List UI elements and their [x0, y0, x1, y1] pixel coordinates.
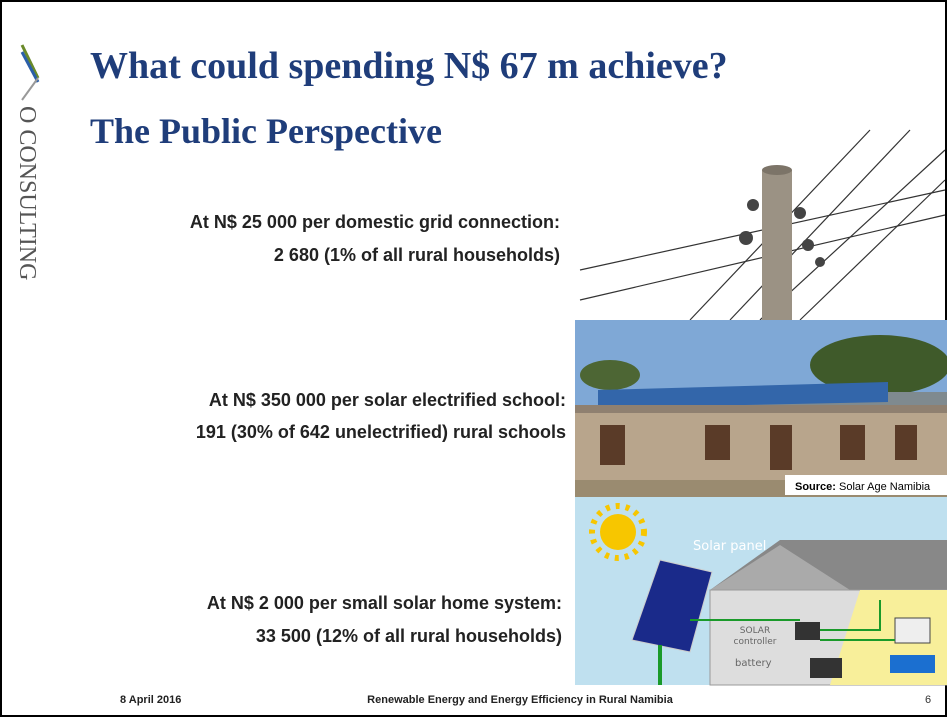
logo-text: O CONSULTING [14, 106, 40, 280]
solar-diagram: Solar panel SOLAR controller battery [575, 497, 947, 686]
item-line: At N$ 350 000 per solar electrified scho… [209, 390, 566, 410]
item-line: 2 680 (1% of all rural households) [274, 245, 560, 265]
item-line: At N$ 25 000 per domestic grid connectio… [190, 212, 560, 232]
title: What could spending N$ 67 m achieve? [90, 45, 728, 87]
item-line: 191 (30% of 642 unelectrified) rural sch… [196, 422, 566, 442]
diagram-label: battery [735, 658, 772, 669]
item-line: At N$ 2 000 per small solar home system: [207, 593, 562, 613]
school-image: Source: Solar Age Namibia [575, 320, 947, 497]
subtitle: The Public Perspective [90, 111, 442, 151]
logo: O CONSULTING [14, 44, 40, 280]
diagram-label: controller [734, 637, 777, 647]
footer-center: Renewable Energy and Energy Efficiency i… [367, 694, 674, 706]
source-label: Source: [795, 481, 836, 493]
diagram-label: SOLAR [740, 626, 770, 636]
footer-date: 8 April 2016 [120, 694, 181, 706]
item-line: 33 500 (12% of all rural households) [256, 626, 562, 646]
source-text: Solar Age Namibia [839, 481, 931, 493]
diagram-label: Solar panel [693, 539, 766, 554]
page-number: 6 [925, 694, 931, 706]
source: Source: Solar Age Namibia [795, 481, 931, 493]
pole-image [579, 129, 946, 321]
